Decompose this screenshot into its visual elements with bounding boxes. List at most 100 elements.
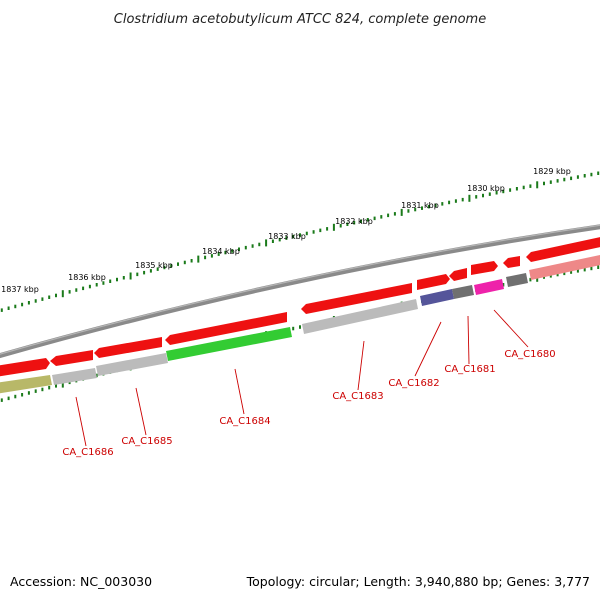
label-leader [234,368,245,415]
scale-tick-minor [95,283,98,287]
gene-label[interactable]: CA_C1681 [444,364,495,375]
scale-tick-minor [27,301,30,305]
gene-feature-red[interactable] [0,358,50,377]
kbp-label: 1833 kbp [268,232,306,241]
scale-tick-minor [393,212,396,216]
scale-tick-minor [502,283,505,287]
scale-tick-minor [55,384,57,388]
gene-feature-red[interactable] [526,236,600,262]
scale-tick-minor [482,193,484,198]
scale-tick-minor [170,264,173,268]
scale-tick-minor [122,276,125,280]
scale-tick-minor [224,250,227,255]
scale-tick-minor [556,179,559,183]
scale-tick-minor [82,286,85,291]
gene-feature-red[interactable] [301,283,412,314]
scale-tick-major [332,223,335,231]
scale-tick-minor [34,389,37,393]
label-leader [75,396,87,447]
scale-tick-minor [441,202,444,206]
scale-tick-minor [454,199,457,203]
feature-darkgray[interactable] [506,273,528,287]
gene-label[interactable]: CA_C1683 [332,391,383,402]
scale-tick-minor [251,244,254,248]
scale-tick-minor [299,233,301,237]
scale-tick-minor [312,230,315,234]
scale-tick-minor [549,274,552,278]
scale-tick-minor [346,222,349,226]
feature-darkgray[interactable] [452,285,474,299]
feature-magenta[interactable] [474,279,504,295]
gene-label[interactable]: CA_C1682 [388,378,439,389]
scale-tick-minor [95,373,98,378]
scale-tick-minor [41,387,44,392]
kbp-label: 1836 kbp [68,273,106,282]
scale-tick-minor [353,221,356,225]
gene-feature-red[interactable] [165,312,287,345]
scale-tick-minor [448,200,451,205]
scale-tick-minor [258,242,261,247]
genome-backbone [0,224,600,359]
scale-tick-minor [583,267,586,272]
scale-tick-minor [244,245,247,250]
kbp-label: 1830 kbp [467,184,505,193]
gene-feature-red[interactable] [94,337,162,358]
scale-tick-minor [529,184,532,188]
scale-tick-minor [576,269,579,273]
gene-label[interactable]: CA_C1686 [62,447,113,458]
gene-feature-red[interactable] [449,268,467,281]
map-title: Clostridium acetobutylicum ATCC 824, com… [114,12,486,27]
gene-labels: CA_C1686 CA_C1685 CA_C1684 CA_C1683 CA_C… [62,349,555,458]
scale-tick-minor [27,391,30,395]
scale-tick-minor [380,215,383,219]
gene-feature-red[interactable] [471,261,498,275]
label-leader [357,340,365,391]
gene-label[interactable]: CA_C1680 [504,349,555,360]
scale-tick-minor [14,304,17,309]
scale-tick-minor [55,293,57,298]
scale-tick-minor [570,176,573,181]
scale-tick-minor [563,271,566,276]
gene-label[interactable]: CA_C1684 [219,416,270,427]
feature-gray[interactable] [302,299,418,334]
scale-tick-minor [271,239,274,243]
label-leader [135,387,147,436]
scale-tick-minor [204,255,207,260]
scale-tick-minor [414,207,417,212]
scale-tick-minor [21,302,24,307]
kbp-label: 1835 kbp [135,261,173,270]
feature-gray[interactable] [96,353,168,376]
feature-olive[interactable] [0,375,52,394]
scale-tick-minor [326,227,329,231]
gene-feature-red[interactable] [503,256,520,268]
scale-tick-minor [102,281,105,285]
scale-tick-minor [421,206,423,210]
scale-tick-minor [543,181,545,186]
gene-feature-red[interactable] [50,350,93,366]
scale-tick-minor [217,252,220,256]
scale-tick-minor [305,231,308,236]
scale-tick-minor [68,290,71,294]
gene-feature-red[interactable] [417,274,450,290]
scale-tick-minor [48,385,51,390]
forward-gene-track [0,236,600,377]
scale-tick-minor [21,393,24,397]
scale-tick-minor [529,277,532,282]
scale-tick-minor [156,267,159,271]
scale-tick-minor [88,284,91,289]
feature-green[interactable] [166,327,292,361]
scale-tick-minor [7,396,10,401]
feature-pink[interactable] [529,254,600,280]
gene-label-leaders [75,309,529,447]
kbp-label: 1834 kbp [202,247,240,256]
scale-tick-minor [231,249,234,253]
feature-gray[interactable] [52,368,97,385]
gene-label[interactable]: CA_C1685 [121,436,172,447]
scale-tick-minor [509,188,512,192]
scale-tick-minor [14,394,17,399]
feature-purple[interactable] [420,289,454,306]
scale-tick-major [536,181,539,189]
scale-tick-major [129,272,132,280]
scale-tick-minor [319,228,322,233]
